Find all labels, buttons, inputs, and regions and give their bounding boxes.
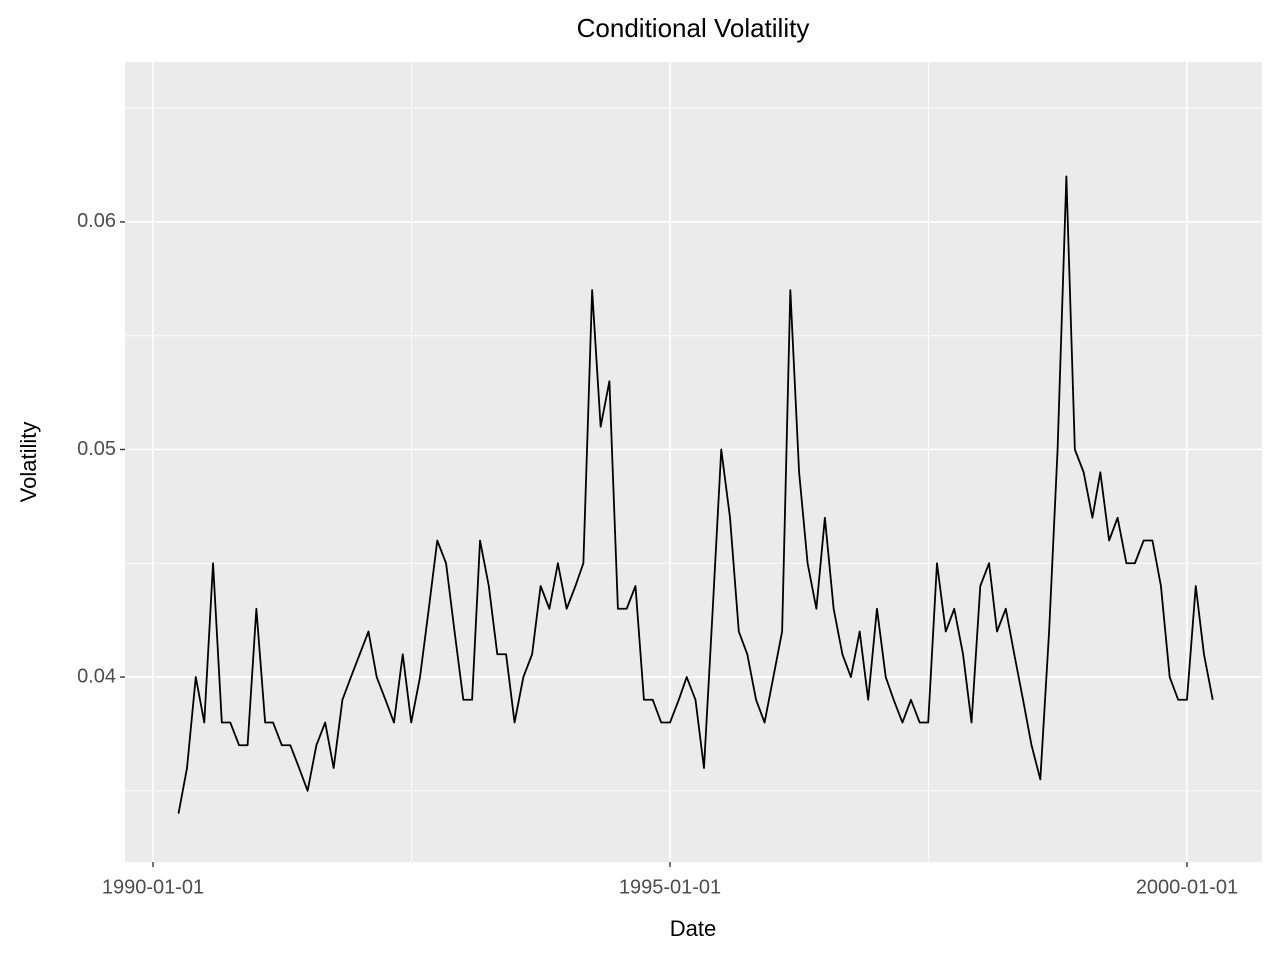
y-tick-label: 0.06 bbox=[77, 210, 116, 232]
line bbox=[177, 175, 1214, 814]
y-axis-title: Volatility bbox=[16, 422, 41, 503]
x-tick-label: 2000-01-01 bbox=[1136, 876, 1238, 898]
x-tick-label: 1995-01-01 bbox=[619, 876, 721, 898]
x-axis-title: Date bbox=[670, 916, 716, 941]
y-tick-label: 0.05 bbox=[77, 438, 116, 460]
chart-title: Conditional Volatility bbox=[577, 13, 810, 43]
y-tick-label: 0.04 bbox=[77, 665, 116, 687]
panel bbox=[125, 62, 1262, 862]
x-tick-label: 1990-01-01 bbox=[102, 876, 204, 898]
